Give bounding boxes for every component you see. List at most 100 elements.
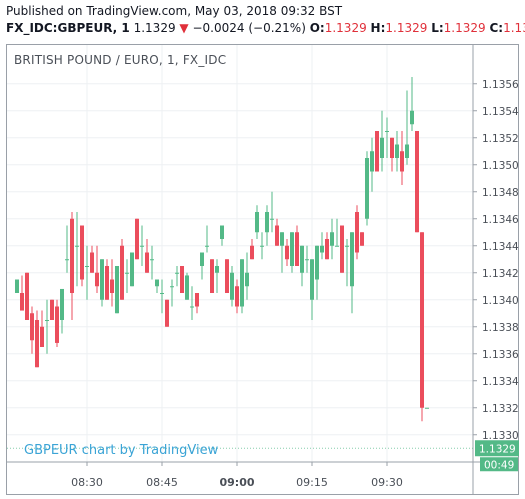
chart-watermark[interactable]: GBPEUR chart by TradingView (24, 443, 219, 458)
candle-body (150, 259, 154, 261)
time-tag-label: 00:49 (484, 459, 514, 471)
candle-body (75, 245, 79, 247)
open-value: 1.1329 (324, 21, 367, 35)
candle-body (165, 299, 169, 327)
candle-body (180, 266, 184, 293)
high-label: H: (370, 21, 386, 35)
candle-body (220, 225, 224, 239)
candle-body (185, 275, 189, 300)
candle-body (105, 266, 109, 300)
last-price: 1.1329 (133, 21, 176, 35)
y-tick-label: 1.1354 (482, 106, 519, 118)
candle-body (235, 286, 239, 307)
high-value: 1.1329 (385, 21, 428, 35)
candle-body (400, 151, 404, 172)
candle-body (225, 259, 229, 293)
y-tick-label: 1.1352 (482, 133, 519, 145)
y-tick-label: 1.1338 (482, 322, 519, 334)
close-label: C: (489, 21, 504, 35)
candle-body (210, 259, 214, 293)
x-tick-label: 08:30 (71, 476, 103, 489)
candle-body (155, 279, 159, 287)
candle-body (200, 252, 204, 266)
candle-body (85, 266, 89, 267)
time-tag (480, 457, 518, 472)
y-tick-label: 1.1340 (482, 295, 519, 307)
candle-body (40, 326, 44, 347)
candle-body (130, 252, 134, 287)
candle-body (170, 286, 174, 288)
y-tick-label: 1.1346 (482, 214, 519, 226)
candle-body (420, 232, 424, 408)
candle-body (65, 259, 69, 261)
chart-frame (6, 44, 519, 495)
candle-body (135, 218, 139, 260)
candle-body (50, 299, 54, 320)
candle-body (205, 245, 209, 247)
symbol-label: FX_IDC:GBPEUR, 1 (6, 21, 130, 35)
x-tick-label: 08:45 (146, 476, 178, 489)
candle-body (15, 279, 19, 293)
y-tick-label: 1.1342 (482, 268, 519, 280)
candle-body (215, 266, 219, 273)
candle-body (30, 313, 34, 341)
candle-body (230, 272, 234, 300)
candle-body (360, 232, 364, 246)
y-tick-label: 1.1336 (482, 349, 519, 361)
candle-body (395, 144, 399, 158)
x-tick-label: 09:15 (296, 476, 328, 489)
candle-body (240, 259, 244, 307)
candle-body (55, 306, 59, 343)
candle-body (90, 252, 94, 273)
candle-body (345, 245, 349, 247)
candle-body (305, 259, 309, 261)
candle-body (310, 259, 314, 300)
candle-body (265, 212, 269, 233)
candle-body (370, 151, 374, 172)
candle-body (45, 320, 49, 321)
candle-body (270, 218, 274, 220)
y-tick-label: 1.1356 (482, 79, 519, 91)
published-caption: Published on TradingView.com, May 03, 20… (6, 4, 343, 18)
candle-body (35, 320, 39, 368)
candle-body (315, 245, 319, 280)
candle-body (380, 137, 384, 158)
candle-body (115, 266, 119, 314)
candle-body (195, 293, 199, 307)
candle-body (325, 239, 329, 260)
candle-body (295, 232, 299, 266)
close-value: 1.1329 (503, 21, 525, 35)
candle-body (365, 158, 369, 219)
candle-body (245, 272, 249, 287)
candle-body (385, 131, 389, 132)
candle-body (175, 272, 179, 274)
candle-body (125, 272, 129, 274)
y-tick-label: 1.1350 (482, 160, 519, 172)
candle-body (410, 110, 414, 125)
candle-body (330, 232, 334, 246)
chart-title: BRITISH POUND / EURO, 1, FX_IDC (14, 53, 227, 67)
candle-body (120, 245, 124, 300)
candle-body (20, 293, 24, 311)
y-tick-label: 1.1332 (482, 403, 519, 415)
candle-body (250, 245, 254, 260)
symbol-header: FX_IDC:GBPEUR, 1 1.1329 ▼ −0.0024 (−0.21… (6, 21, 525, 35)
price-tag-label: 1.1329 (479, 443, 516, 455)
candle-body (60, 288, 64, 320)
candle-body (390, 137, 394, 158)
candle-body (100, 259, 104, 300)
candle-body (375, 131, 379, 172)
candle-body (160, 293, 164, 294)
y-tick-label: 1.1334 (482, 376, 519, 388)
candle-body (300, 245, 304, 273)
candle-body (355, 212, 359, 253)
down-arrow-icon: ▼ (179, 21, 189, 35)
candle-body (290, 232, 294, 266)
candle-body (190, 306, 194, 308)
candle-body (260, 245, 264, 247)
open-label: O: (309, 21, 325, 35)
candle-body (80, 225, 84, 280)
y-tick-label: 1.1348 (482, 187, 519, 199)
candle-body (280, 232, 284, 246)
